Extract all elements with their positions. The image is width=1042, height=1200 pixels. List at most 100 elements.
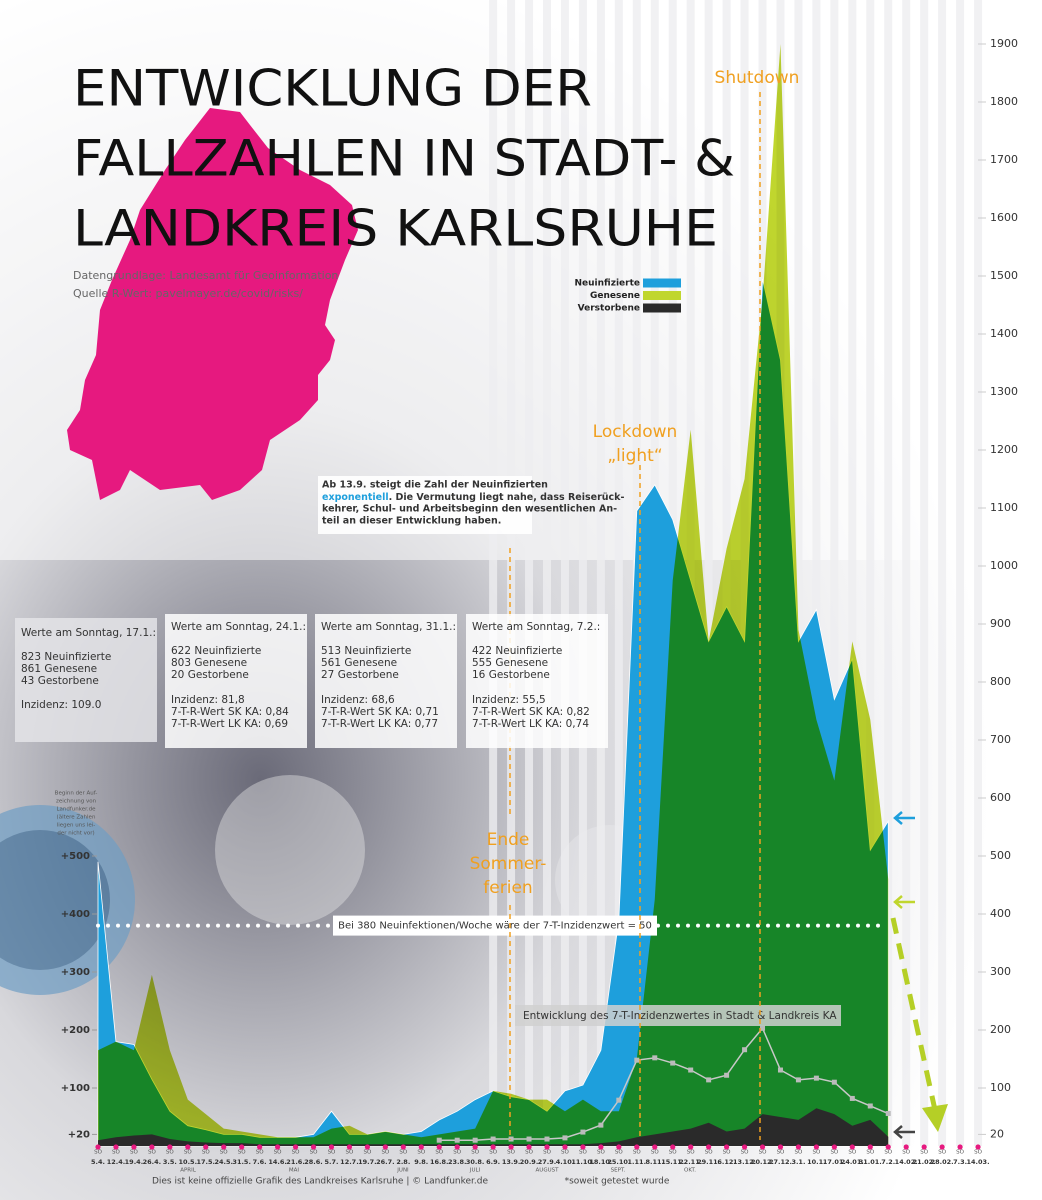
x-tick-label: 27.9. <box>538 1158 557 1166</box>
weekday-label: SO <box>830 1150 838 1156</box>
y-tick-label: 1000 <box>990 559 1018 572</box>
line-marker <box>885 1111 891 1117</box>
annotation: Shutdown <box>715 68 800 88</box>
line-marker <box>688 1067 694 1073</box>
weekday-label: SO <box>795 1150 803 1156</box>
x-tick-label: 23.8. <box>448 1158 467 1166</box>
weekday-label: SO <box>274 1150 282 1156</box>
line-marker <box>544 1136 550 1142</box>
info-stat: 7-T-R-Wert SK KA: 0,71 <box>321 706 439 718</box>
y-tick-label: 1100 <box>990 501 1018 514</box>
area <box>98 44 889 1146</box>
weekday-label: SO <box>866 1150 874 1156</box>
line-marker <box>490 1136 496 1142</box>
note-rest: . Die Vermutung liegt nahe, dass Reiserü… <box>389 492 625 503</box>
date-dot <box>418 1144 424 1150</box>
line-marker <box>634 1057 640 1063</box>
month-label: MAI <box>289 1168 300 1174</box>
threshold-label-bg <box>333 915 657 936</box>
info-count: 861 Genesene <box>21 663 97 675</box>
x-tick-label: 31.01. <box>859 1158 882 1166</box>
info-stat: Inzidenz: 55,5 <box>472 694 546 706</box>
y-tick-label: 1600 <box>990 211 1018 224</box>
stripe <box>830 0 839 1146</box>
x-tick-label: 14.03. <box>967 1158 990 1166</box>
annotation: ferien <box>483 878 532 898</box>
x-tick-label: 14.02. <box>895 1158 918 1166</box>
weekday-label: SO <box>597 1150 605 1156</box>
date-dot <box>939 1144 945 1150</box>
info-stat: Inzidenz: 81,8 <box>171 694 245 706</box>
line-marker <box>436 1137 442 1143</box>
y-tick-label: 1500 <box>990 269 1018 282</box>
x-tick-label: 18.10. <box>589 1158 612 1166</box>
date-dot <box>382 1144 388 1150</box>
weekday-label: SO <box>561 1150 569 1156</box>
line-marker <box>795 1077 801 1083</box>
weekday-label: SO <box>777 1150 785 1156</box>
info-stat: Inzidenz: 109.0 <box>21 699 101 711</box>
info-count: 20 Gestorbene <box>171 669 249 681</box>
weekday-label: SO <box>346 1150 354 1156</box>
x-tick-label: 19.7. <box>358 1158 377 1166</box>
y-left-tick-label: +100 <box>61 1083 90 1094</box>
info-count: 561 Genesene <box>321 657 397 669</box>
weekday-label: SO <box>292 1150 300 1156</box>
x-tick-label: 9.8. <box>414 1158 428 1166</box>
weekday-label: SO <box>471 1150 479 1156</box>
note-line: Ab 13.9. steigt die Zahl der Neuinfizier… <box>322 480 548 491</box>
info-count: 823 Neuinfizierte <box>21 651 111 663</box>
x-tick-label: 3.1. <box>791 1158 805 1166</box>
start-note: zeichnung von <box>56 799 97 805</box>
footer: *soweit getestet wurde <box>565 1177 670 1187</box>
date-dot <box>490 1144 496 1150</box>
info-box <box>466 614 608 748</box>
date-dot <box>203 1144 209 1150</box>
y-tick-label: 1800 <box>990 95 1018 108</box>
y-left-tick-label: +200 <box>61 1025 90 1036</box>
y-tick-label: 600 <box>990 791 1011 804</box>
info-count: 513 Neuinfizierte <box>321 645 411 657</box>
date-dot <box>364 1144 370 1150</box>
footer: Dies ist keine offizielle Grafik des Lan… <box>152 1177 489 1187</box>
weekday-label: SO <box>363 1150 371 1156</box>
weekday-label: SO <box>148 1150 156 1156</box>
x-tick-label: 8.11. <box>646 1158 665 1166</box>
date-dot <box>508 1144 514 1150</box>
arrow <box>893 1125 915 1139</box>
weekday-label: SO <box>489 1150 497 1156</box>
weekday-label: SO <box>884 1150 892 1156</box>
date-dot <box>795 1144 802 1150</box>
x-tick-label: 14.6. <box>268 1158 287 1166</box>
line-marker <box>777 1067 783 1073</box>
arrow <box>893 811 915 825</box>
weekday-label: SO <box>920 1150 928 1156</box>
note-line: exponentiell. Die Vermutung liegt nahe, … <box>322 492 624 503</box>
stripe <box>560 0 569 1146</box>
x-tick-label: 19.4. <box>125 1158 144 1166</box>
line-marker <box>724 1072 730 1078</box>
weekday-label: SO <box>902 1150 910 1156</box>
line-marker <box>580 1129 586 1135</box>
x-tick-label: 22.11. <box>679 1158 702 1166</box>
info-count: 422 Neuinfizierte <box>472 645 562 657</box>
info-stat: Inzidenz: 68,6 <box>321 694 395 706</box>
weekday-label: SO <box>112 1150 120 1156</box>
weekday-label: SO <box>848 1150 856 1156</box>
weekday-label: SO <box>381 1150 389 1156</box>
date-dot <box>580 1144 586 1150</box>
stripe <box>525 0 534 1146</box>
info-count: 555 Genesene <box>472 657 548 669</box>
line-marker <box>508 1136 514 1142</box>
y-tick-label: 900 <box>990 617 1011 630</box>
date-dot <box>454 1144 460 1150</box>
annotation: Sommer- <box>470 854 547 874</box>
x-tick-label: 15.11. <box>661 1158 684 1166</box>
month-label: JULI <box>469 1168 481 1174</box>
start-note: Beginn der Auf- <box>55 791 98 797</box>
line-marker <box>652 1055 658 1061</box>
weekday-label: SO <box>202 1150 210 1156</box>
area <box>98 1108 889 1146</box>
date-dot <box>185 1144 191 1150</box>
date-dot <box>292 1144 299 1150</box>
